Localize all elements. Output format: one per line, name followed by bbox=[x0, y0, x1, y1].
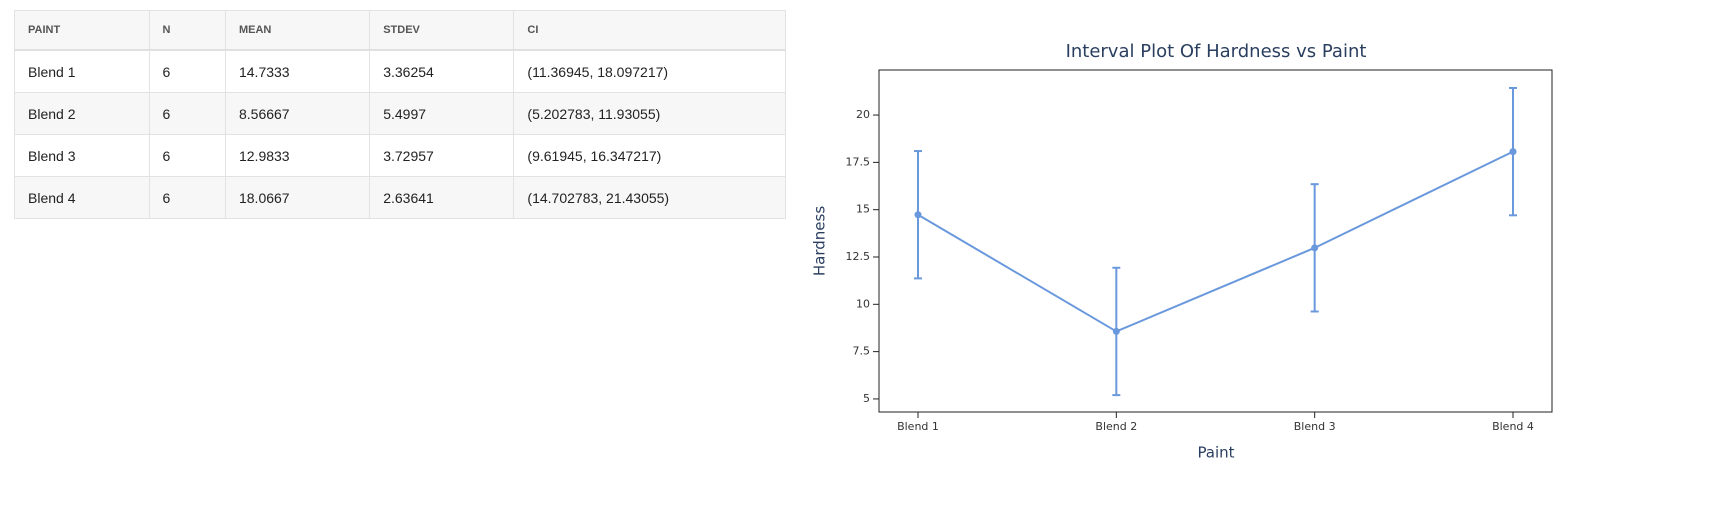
table-cell: 6 bbox=[148, 176, 226, 219]
table-row: Blend 4 6 18.0667 2.63641 (14.702783, 21.430… bbox=[14, 176, 786, 219]
table-cell: Blend 2 bbox=[14, 92, 150, 135]
mean-point bbox=[914, 211, 922, 219]
table-cell: 2.63641 bbox=[369, 176, 515, 219]
stats-table: PAINT N MEAN STDEV CI Blend 1 6 14.7333 3.36254… bbox=[14, 10, 786, 219]
header-row: PAINT N MEAN STDEV CI bbox=[14, 10, 786, 51]
table-cell: (14.702783, 21.43055) bbox=[513, 176, 786, 219]
y-axis-label: Hardness bbox=[811, 206, 829, 276]
y-tick-label: 5 bbox=[863, 392, 870, 405]
y-tick-label: 10 bbox=[856, 297, 870, 310]
table-cell: (9.61945, 16.347217) bbox=[513, 134, 786, 177]
table-cell: 5.4997 bbox=[369, 92, 515, 135]
table-cell: 6 bbox=[148, 49, 226, 93]
chart: Interval Plot Of Hardness vs Paint Paint… bbox=[811, 41, 1553, 462]
table-cell: Blend 3 bbox=[14, 134, 150, 177]
y-tick-label: 12.5 bbox=[846, 250, 871, 263]
column-header: PAINT bbox=[14, 10, 150, 51]
table-cell: Blend 4 bbox=[14, 176, 150, 219]
column-header: N bbox=[148, 10, 226, 51]
y-tick-label: 20 bbox=[856, 108, 870, 121]
chart-title: Interval Plot Of Hardness vs Paint bbox=[1066, 41, 1367, 62]
table-cell: Blend 1 bbox=[14, 49, 150, 93]
table-cell: 3.36254 bbox=[369, 49, 515, 93]
x-tick-label: Blend 1 bbox=[897, 420, 939, 433]
table-row: Blend 3 6 12.9833 3.72957 (9.61945, 16.34721… bbox=[14, 134, 786, 177]
mean-point bbox=[1112, 327, 1120, 335]
x-tick-label: Blend 2 bbox=[1095, 420, 1137, 433]
mean-line bbox=[917, 150, 1514, 333]
table-cell: 6 bbox=[148, 92, 226, 135]
table-row: Blend 1 6 14.7333 3.36254 (11.36945, 18.0972… bbox=[14, 49, 786, 93]
x-tick-label: Blend 3 bbox=[1294, 420, 1336, 433]
mean-point bbox=[1311, 244, 1319, 252]
table-cell: 3.72957 bbox=[369, 134, 515, 177]
x-axis-label: Paint bbox=[1197, 444, 1234, 462]
mean-point bbox=[1509, 148, 1517, 156]
table-cell: 6 bbox=[148, 134, 226, 177]
y-tick-label: 7.5 bbox=[853, 345, 871, 358]
x-tick-label: Blend 4 bbox=[1492, 420, 1534, 433]
table-cell: (11.36945, 18.097217) bbox=[513, 49, 786, 93]
column-header: CI bbox=[513, 10, 786, 51]
column-header: MEAN bbox=[224, 10, 371, 51]
plot-frame bbox=[878, 69, 1553, 413]
table-cell: 18.0667 bbox=[224, 176, 371, 219]
table-cell: (5.202783, 11.93055) bbox=[513, 92, 786, 135]
table-cell: 8.56667 bbox=[224, 92, 371, 135]
table-body: Blend 1 6 14.7333 3.36254 (11.36945, 18.0972… bbox=[14, 49, 786, 219]
column-header: STDEV bbox=[369, 10, 515, 51]
table-cell: 14.7333 bbox=[224, 49, 371, 93]
y-tick-label: 17.5 bbox=[846, 155, 871, 168]
table-head: PAINT N MEAN STDEV CI bbox=[14, 10, 786, 51]
table-cell: 12.9833 bbox=[224, 134, 371, 177]
y-tick-label: 15 bbox=[856, 203, 870, 216]
table-row: Blend 2 6 8.56667 5.4997 (5.202783, 11.93055… bbox=[14, 92, 786, 135]
